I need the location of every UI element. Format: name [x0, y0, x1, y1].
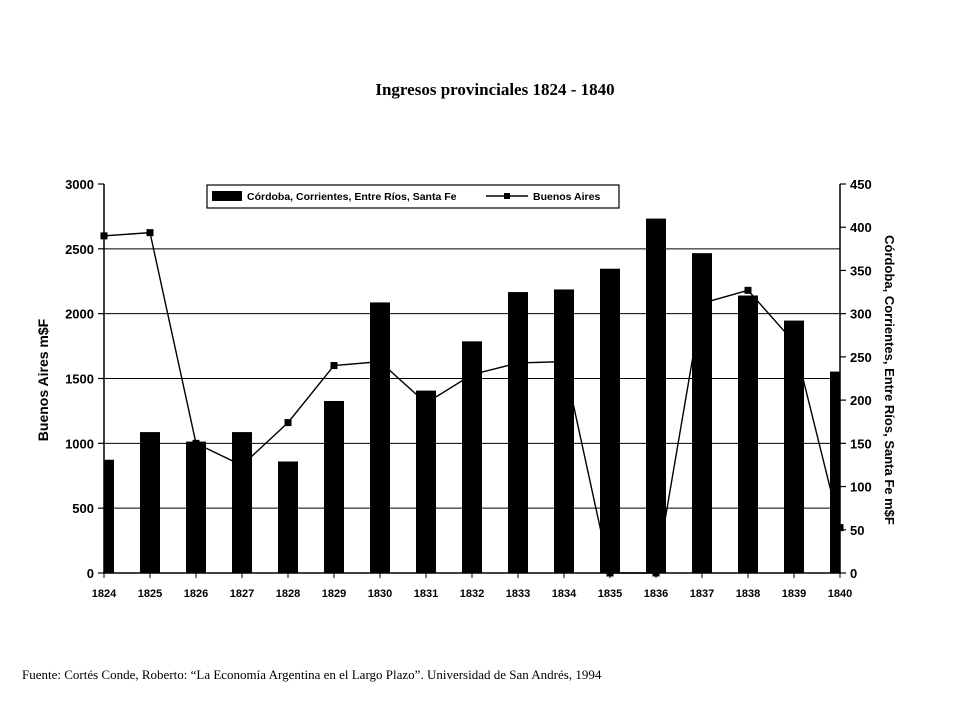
y-tick-label-right: 100	[850, 480, 872, 495]
legend-label-line: Buenos Aires	[533, 191, 600, 203]
axes: 0 500 1000 1500 2000 2500 3000 0 50 100 150 200 250 3…	[65, 177, 872, 600]
y-tick-label-left: 1000	[65, 436, 94, 451]
line-point-1826	[192, 439, 200, 447]
x-tick-label-1828: 1828	[276, 588, 300, 600]
source-note: Fuente: Cortés Conde, Roberto: “La Econo…	[22, 667, 602, 682]
y-axis-label-left: Buenos Aires m$F	[35, 318, 51, 441]
y-tick-label-right: 50	[850, 523, 864, 538]
x-tick-label-1825: 1825	[138, 588, 162, 600]
line-point-1831	[422, 399, 430, 407]
line-point-1834	[560, 358, 568, 366]
x-tick-label-1832: 1832	[460, 588, 484, 600]
y-tick-label-right: 150	[850, 436, 872, 451]
y-tick-label-left: 3000	[65, 177, 94, 192]
bar-1838	[738, 295, 758, 573]
line-point-1837	[698, 299, 706, 307]
y-tick-label-left: 1500	[65, 372, 94, 387]
line-point-1830	[376, 358, 384, 366]
bar-1830	[370, 302, 390, 573]
y-tick-label-left: 2000	[65, 307, 94, 322]
bar-1832	[462, 341, 482, 573]
x-tick-label-1840: 1840	[828, 588, 852, 600]
line-point-1838	[744, 286, 752, 294]
x-tick-label-1833: 1833	[506, 588, 530, 600]
bar-1836	[646, 218, 666, 574]
bar-1831	[416, 390, 436, 573]
y-tick-label-right: 400	[850, 220, 872, 235]
x-tick-label-1839: 1839	[782, 588, 806, 600]
x-tick-label-1830: 1830	[368, 588, 392, 600]
line-point-1828	[284, 419, 292, 427]
y-tick-label-right: 200	[850, 393, 872, 408]
line-point-1839	[790, 338, 798, 346]
bar-1833	[508, 292, 528, 573]
legend: Córdoba, Corrientes, Entre Ríos, Santa F…	[206, 184, 620, 209]
x-tick-label-1827: 1827	[230, 588, 254, 600]
y-tick-label-right: 300	[850, 307, 872, 322]
x-tick-label-1837: 1837	[690, 588, 714, 600]
x-tick-label-1831: 1831	[414, 588, 438, 600]
bar-series	[104, 218, 840, 574]
y-tick-label-left: 0	[87, 566, 94, 581]
y-tick-label-right: 0	[850, 566, 857, 581]
line-point-1833	[514, 359, 522, 367]
y-tick-label-right: 250	[850, 350, 872, 365]
x-tick-label-1824: 1824	[92, 588, 117, 600]
line-point-1825	[146, 229, 154, 237]
line-point-1832	[468, 371, 476, 379]
x-tick-label-1838: 1838	[736, 588, 760, 600]
bar-1834	[554, 289, 574, 573]
y-tick-label-left: 2500	[65, 242, 94, 257]
bar-1839	[784, 320, 804, 573]
chart-title: Ingresos provinciales 1824 - 1840	[375, 80, 614, 99]
line-point-1827	[238, 461, 246, 469]
x-tick-label-1834: 1834	[552, 588, 577, 600]
y-tick-label-right: 350	[850, 263, 872, 278]
x-tick-label-1826: 1826	[184, 588, 208, 600]
y-tick-label-right: 450	[850, 177, 872, 192]
x-tick-label-1835: 1835	[598, 588, 622, 600]
bar-1835	[600, 268, 620, 573]
bar-1829	[324, 400, 344, 573]
y-tick-label-left: 500	[72, 501, 94, 516]
legend-frame	[206, 184, 620, 209]
line-point-1829	[330, 362, 338, 370]
x-tick-label-1829: 1829	[322, 588, 346, 600]
bar-1828	[278, 461, 298, 573]
bar-1840	[830, 371, 840, 573]
x-tick-label-1836: 1836	[644, 588, 668, 600]
bar-1827	[232, 432, 252, 573]
legend-line-marker	[504, 193, 510, 199]
bar-1825	[140, 432, 160, 573]
bar-1826	[186, 441, 206, 573]
legend-bar-swatch	[212, 191, 242, 201]
legend-label-bars: Córdoba, Corrientes, Entre Ríos, Santa F…	[247, 191, 457, 203]
y-axis-label-right: Córdoba, Corrientes, Entre Ríos, Santa F…	[882, 235, 897, 525]
bar-1824	[104, 459, 114, 573]
